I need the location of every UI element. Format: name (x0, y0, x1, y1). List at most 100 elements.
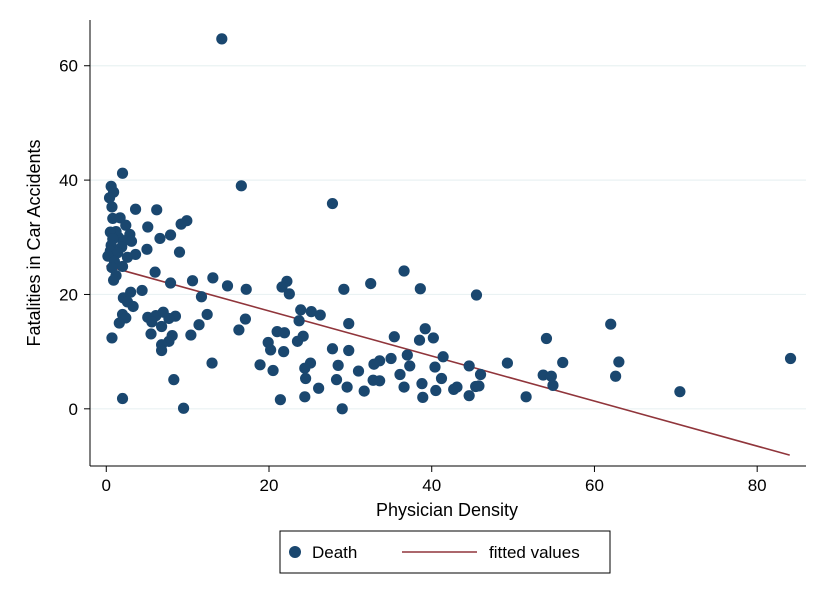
death-point (113, 317, 125, 329)
death-point (557, 356, 569, 369)
death-point (107, 274, 120, 286)
death-point (547, 379, 559, 391)
legend-death-label: Death (312, 543, 357, 562)
death-point (674, 386, 686, 398)
death-point (474, 368, 487, 381)
death-point (116, 392, 129, 405)
legend: Death fitted values (279, 530, 611, 574)
death-point (385, 352, 397, 365)
death-point (343, 344, 355, 357)
death-point (216, 33, 228, 45)
x-tick-label: 80 (748, 476, 767, 495)
death-point (112, 247, 124, 259)
x-tick-label: 60 (585, 476, 604, 495)
death-point (336, 403, 348, 415)
death-point (295, 304, 307, 316)
death-point (419, 323, 431, 335)
death-point (149, 266, 161, 278)
death-point (401, 349, 413, 361)
death-point (413, 334, 426, 346)
death-point (427, 332, 439, 344)
death-point (239, 313, 252, 325)
tick-marks: 0 20 40 60 0 20 40 60 80 (59, 57, 767, 495)
death-point (299, 391, 311, 403)
death-point (417, 391, 429, 403)
death-point (142, 221, 154, 233)
death-point (398, 381, 410, 393)
legend-death-marker (289, 546, 301, 558)
death-point (388, 331, 400, 343)
death-point (501, 357, 513, 369)
death-point (186, 275, 199, 287)
death-point (145, 328, 157, 340)
death-point (177, 402, 190, 414)
death-point (121, 251, 134, 263)
death-point (151, 204, 163, 216)
death-point (358, 385, 370, 397)
death-point (365, 277, 377, 290)
death-point (173, 246, 186, 258)
death-point (125, 235, 138, 247)
death-point (341, 381, 353, 393)
legend-fitted-values-label: fitted values (489, 543, 580, 562)
axes (89, 20, 806, 467)
death-point (207, 272, 219, 284)
x-tick-label: 20 (260, 476, 279, 495)
death-point (368, 358, 380, 370)
death-point (146, 316, 158, 328)
death-point (463, 390, 475, 402)
death-point (201, 308, 213, 321)
death-point (300, 372, 312, 385)
death-point (332, 359, 344, 371)
death-point (330, 374, 343, 386)
death-point (283, 288, 295, 300)
death-point (520, 391, 532, 403)
death-point (448, 383, 460, 395)
death-point (784, 352, 797, 365)
death-point (164, 277, 177, 289)
death-point (265, 344, 277, 356)
death-point (414, 283, 426, 295)
fitted-line-layer (106, 265, 790, 456)
death-point (127, 300, 139, 313)
death-point (605, 318, 617, 330)
death-point (106, 332, 118, 344)
death-point (470, 289, 483, 301)
fitted-values-line (106, 265, 790, 456)
death-point (274, 394, 286, 406)
death-point (235, 180, 247, 192)
death-point (156, 320, 168, 333)
death-point (326, 197, 339, 210)
death-point (545, 370, 557, 382)
x-tick-label: 40 (422, 476, 441, 495)
y-tick-label: 20 (59, 285, 78, 304)
death-point (195, 291, 208, 303)
death-point (416, 378, 428, 390)
death-point (129, 203, 142, 215)
death-point (313, 382, 325, 394)
death-point (473, 380, 485, 392)
x-tick-label: 0 (102, 476, 111, 495)
death-point (120, 219, 132, 231)
death-point (610, 370, 622, 382)
death-point (343, 318, 355, 330)
death-point (278, 346, 290, 358)
death-point (164, 229, 177, 241)
death-point (278, 327, 291, 339)
death-point (163, 312, 175, 325)
death-point (240, 283, 252, 295)
death-point (106, 201, 118, 213)
death-point (540, 332, 553, 345)
death-point (116, 167, 129, 179)
death-point (429, 361, 441, 373)
y-tick-label: 60 (59, 57, 78, 76)
death-point (430, 384, 442, 397)
death-point (299, 362, 311, 374)
death-point (338, 283, 350, 295)
y-tick-label: 0 (69, 400, 78, 419)
death-point (352, 365, 365, 377)
death-point (394, 368, 406, 381)
x-axis-title: Physician Density (376, 500, 518, 520)
